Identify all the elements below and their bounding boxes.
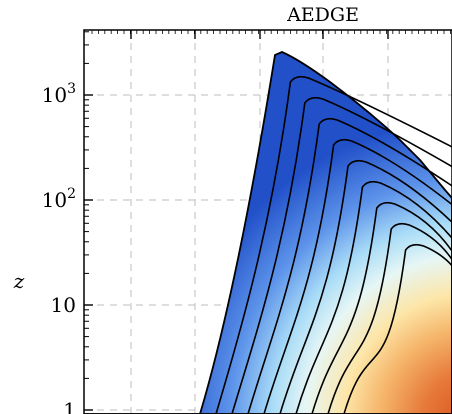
contour-line <box>279 159 452 414</box>
contour-line <box>343 243 452 414</box>
y-axis-label: z <box>13 269 25 293</box>
contour-line <box>327 222 452 414</box>
y-tick-label: 103 <box>42 81 76 107</box>
contour-line <box>231 96 452 414</box>
contour-line <box>295 180 452 414</box>
contour-lines <box>215 75 452 414</box>
y-tick-labels: 1 10 102 103 <box>42 81 76 414</box>
contour-line <box>263 138 452 414</box>
contour-line <box>311 201 452 414</box>
y-tick-label: 1 <box>63 398 76 414</box>
y-tick-label: 102 <box>42 186 76 212</box>
y-tick-label: 10 <box>51 293 76 317</box>
plot-frame <box>83 29 452 414</box>
contour-line <box>247 117 452 414</box>
chart-title: AEDGE <box>286 4 359 26</box>
axis-ticks <box>84 30 451 411</box>
contour-line <box>215 75 452 414</box>
contour-filled-region <box>84 51 452 414</box>
